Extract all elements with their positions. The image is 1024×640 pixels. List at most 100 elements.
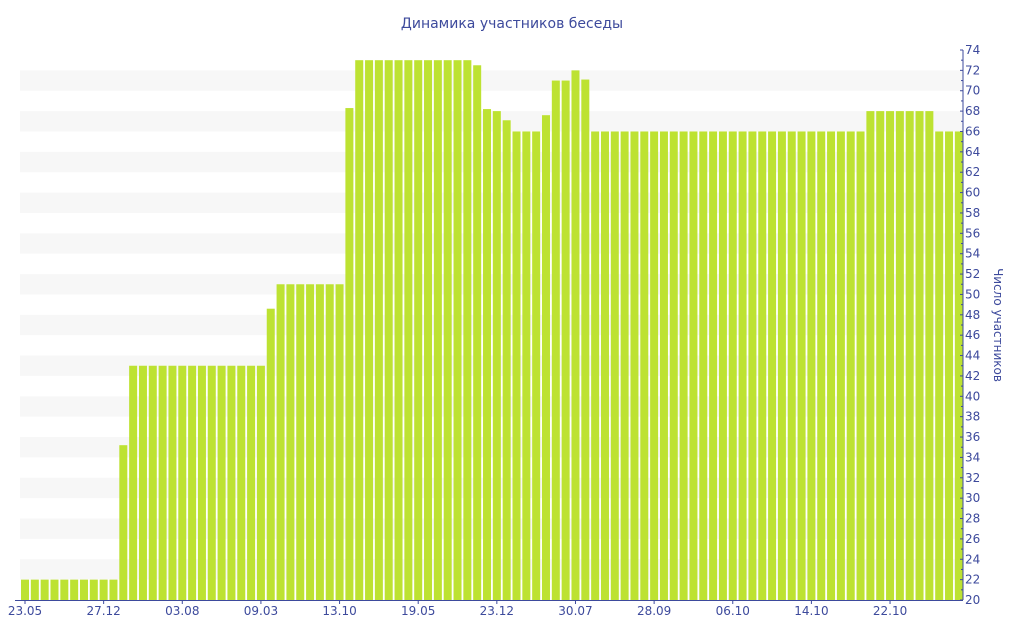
y-tick-label: 58 [965,206,980,220]
bar [237,365,246,600]
grid-band [20,437,963,458]
bar [886,111,895,600]
grid-band [20,355,963,376]
bar [807,131,816,600]
bar [866,111,875,600]
bar [659,131,668,600]
bar [109,579,118,600]
bar [571,70,580,601]
y-axis: 20 22 24 26 28 30 32 34 36 38 40 42 44 46 48 50 52 54 56 58… [960,43,980,607]
y-tick-label: 48 [965,308,980,322]
grid-band [20,274,963,295]
y-tick-label: 32 [965,471,980,485]
bar [492,111,501,600]
bar [286,284,295,600]
grid-band [20,314,963,336]
y-tick-label: 20 [965,593,980,607]
bar [600,131,609,600]
y-tick-label: 24 [965,552,980,566]
y-tick-label: 72 [965,63,980,77]
y-tick-label: 36 [965,430,980,444]
bar [758,131,767,600]
y-tick-label: 68 [965,104,980,118]
bar [247,365,256,600]
bar [207,365,216,600]
bar [178,365,187,600]
y-tick-label: 66 [965,124,980,138]
chart-title: Динамика участников беседы [401,16,623,32]
bar [21,579,29,600]
bar [256,365,265,600]
bar [463,60,472,601]
grid-band [20,477,963,499]
bar [483,109,492,601]
bar [797,131,806,600]
y-tick-label: 42 [965,369,980,383]
bar [404,60,413,601]
bar [679,131,688,600]
y-axis-label: Число участников [991,268,1005,382]
bar [581,79,590,600]
bar [650,131,659,600]
bar [335,284,344,600]
bar [748,131,757,600]
bar [453,60,462,601]
bar [512,131,521,600]
bar [669,131,678,600]
y-tick-label: 74 [965,43,980,57]
bar [217,365,226,600]
bar [620,131,629,600]
y-tick-label: 56 [965,226,980,240]
y-tick-label: 22 [965,573,980,587]
bar [119,445,128,600]
bar [355,60,364,601]
bar [70,579,79,600]
bar [79,579,88,600]
grid-band [20,192,963,213]
bar [591,131,600,600]
bar [709,131,718,600]
y-tick-label: 40 [965,389,980,403]
bar [138,365,147,600]
bar [945,131,954,600]
bar [315,284,324,600]
grid-band [20,151,963,173]
grid-band [20,518,963,539]
bar [148,365,157,600]
bar [954,131,963,600]
y-tick-label: 50 [965,287,980,301]
bar [50,579,59,600]
bar [168,365,177,600]
bar [306,284,315,600]
y-tick-label: 30 [965,491,980,505]
bar [394,60,403,601]
bar [365,60,374,601]
bar [925,111,934,600]
x-tick-label: 23.05 [8,604,42,618]
bar [541,115,550,601]
x-tick-label: 27.12 [86,604,120,618]
y-tick-label: 44 [965,349,980,363]
bar [738,131,747,600]
bar [728,131,737,600]
bar [502,120,511,601]
bar [836,131,845,600]
y-tick-label: 52 [965,267,980,281]
bar [89,579,98,600]
bar [40,579,49,600]
x-tick-label: 22.10 [873,604,907,618]
bar [227,365,236,600]
bar [266,308,275,600]
bar [640,131,649,600]
bar [99,579,108,600]
x-tick-label: 23.12 [480,604,514,618]
grid-band [20,233,963,254]
bar [905,111,914,600]
x-axis: 23.05 27.12 03.08 09.03 13.10 19.05 23.12 30.07… [8,600,963,618]
bar [787,131,796,600]
bar [197,365,206,600]
y-tick-label: 54 [965,247,980,261]
y-tick-label: 34 [965,450,980,464]
grid-band [20,111,963,132]
